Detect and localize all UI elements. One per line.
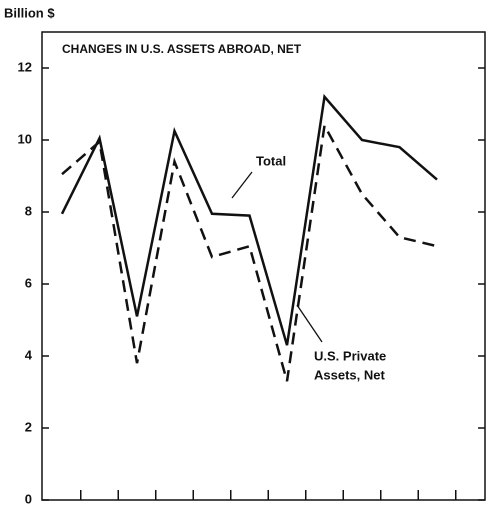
annotation-arrow: [296, 304, 323, 343]
y-tick-label: 12: [18, 59, 32, 74]
y-tick-label: 0: [25, 491, 32, 505]
y-tick-label: 8: [25, 203, 32, 218]
annotation: Total: [256, 153, 286, 168]
chart-title: CHANGES IN U.S. ASSETS ABROAD, NET: [62, 42, 302, 56]
annotation-arrow: [231, 171, 253, 199]
y-tick-label: 10: [18, 131, 32, 146]
y-axis-label: Billion $: [4, 5, 55, 20]
annotation: Assets, Net: [314, 367, 385, 382]
annotation: U.S. Private: [314, 348, 386, 363]
series-line: [61, 121, 438, 382]
y-tick-label: 4: [25, 347, 33, 362]
y-tick-label: 6: [25, 275, 32, 290]
y-tick-label: 2: [25, 419, 32, 434]
series-line: [60, 93, 438, 346]
plot-frame: [41, 31, 486, 501]
